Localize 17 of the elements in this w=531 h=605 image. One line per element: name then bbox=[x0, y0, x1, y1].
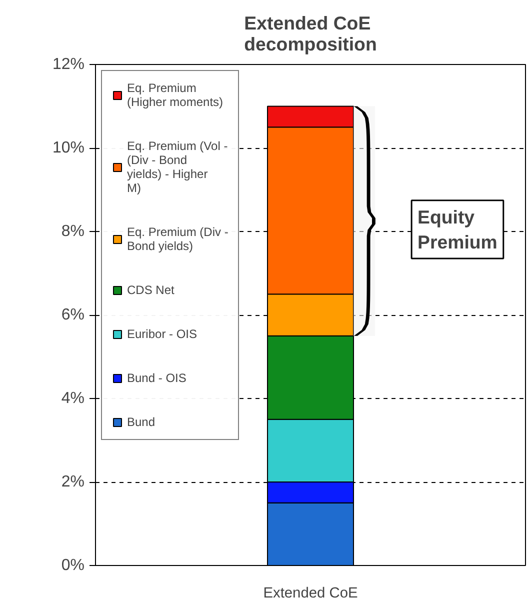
legend-label: CDS Net bbox=[127, 283, 174, 297]
chart-title: Extended CoE decomposition bbox=[244, 12, 377, 54]
legend-label: Eq. Premium (Vol - (Div - Bond yields) - Higher M) bbox=[127, 139, 228, 195]
y-tick-label: 12% bbox=[52, 56, 85, 73]
y-tick-label: 0% bbox=[61, 557, 84, 574]
legend-label: Bund - OIS bbox=[127, 371, 186, 385]
legend-label: Bund bbox=[127, 415, 156, 429]
legend-label: Euribor - OIS bbox=[127, 327, 198, 341]
x-tick-label: Extended CoE bbox=[263, 586, 358, 602]
y-tick-label: 6% bbox=[61, 306, 84, 324]
y-tick-label: 4% bbox=[61, 390, 84, 407]
y-tick-label: 8% bbox=[61, 223, 84, 240]
band-label: Equity Premium bbox=[418, 206, 498, 253]
y-tick-label: 10% bbox=[52, 140, 85, 156]
y-tick-label: 2% bbox=[61, 474, 84, 490]
legend-label: Eq. Premium (Div - Bond yields) bbox=[127, 225, 228, 253]
legend-label: Eq. Premium (Higher moments) bbox=[127, 81, 224, 109]
